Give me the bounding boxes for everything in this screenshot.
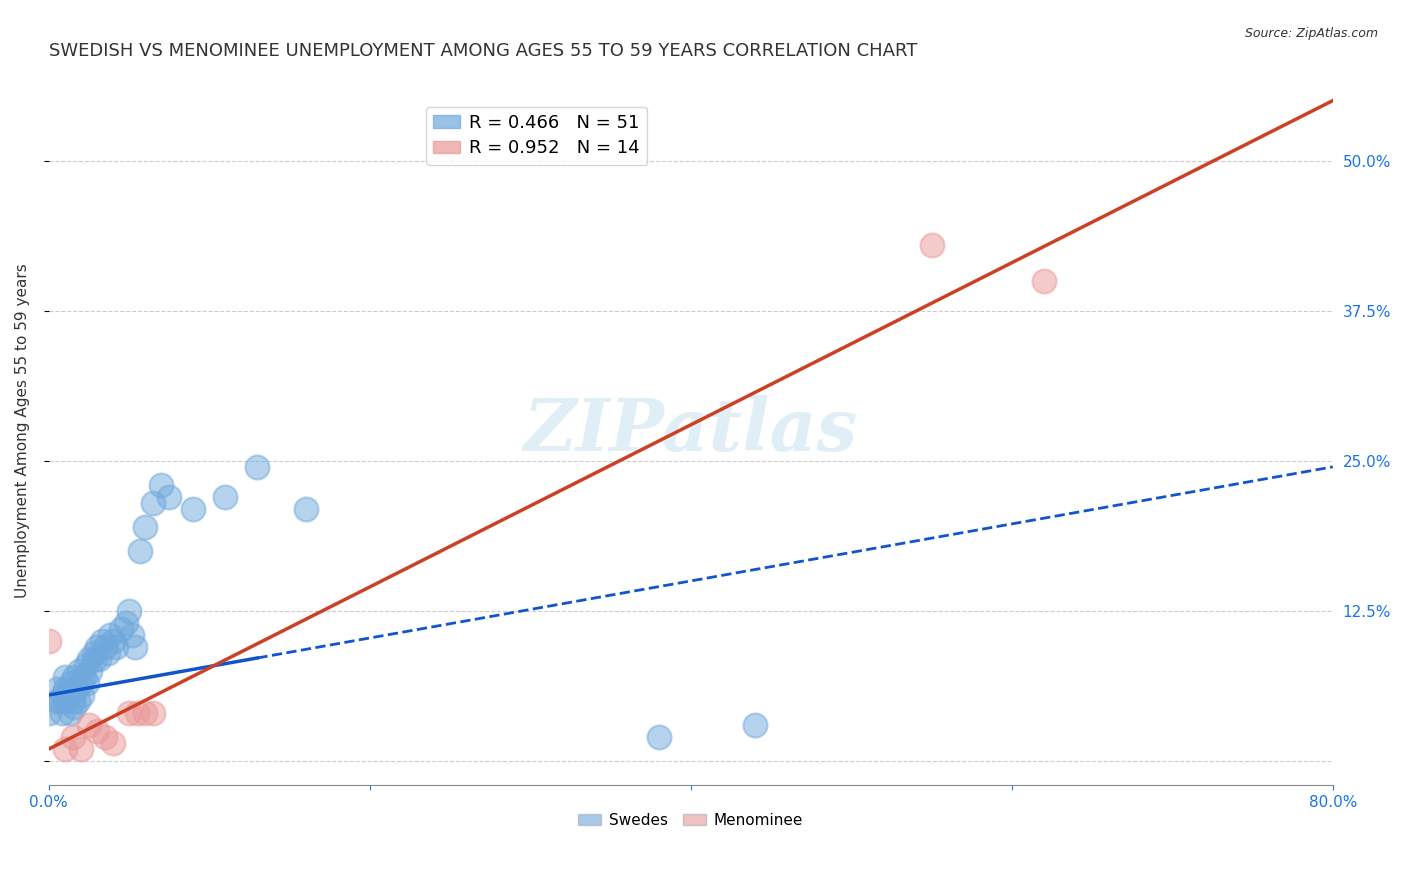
Point xyxy=(63,670,86,684)
Point xyxy=(76,676,98,690)
Point xyxy=(142,496,165,510)
Point xyxy=(294,502,316,516)
Point xyxy=(62,694,84,708)
Point xyxy=(62,730,84,744)
Point xyxy=(84,652,107,666)
Point xyxy=(105,640,128,654)
Point xyxy=(77,652,100,666)
Point xyxy=(38,706,60,720)
Point xyxy=(142,706,165,720)
Point xyxy=(51,706,73,720)
Text: ZIPatlas: ZIPatlas xyxy=(523,395,858,467)
Point xyxy=(59,706,82,720)
Point xyxy=(121,628,143,642)
Point xyxy=(65,681,87,696)
Point xyxy=(114,615,136,630)
Point xyxy=(90,634,112,648)
Point xyxy=(72,688,94,702)
Point xyxy=(134,706,156,720)
Point xyxy=(97,646,120,660)
Point xyxy=(129,544,152,558)
Point xyxy=(52,688,75,702)
Point xyxy=(55,694,77,708)
Point xyxy=(98,628,121,642)
Text: SWEDISH VS MENOMINEE UNEMPLOYMENT AMONG AGES 55 TO 59 YEARS CORRELATION CHART: SWEDISH VS MENOMINEE UNEMPLOYMENT AMONG … xyxy=(49,42,917,60)
Point xyxy=(87,652,110,666)
Y-axis label: Unemployment Among Ages 55 to 59 years: Unemployment Among Ages 55 to 59 years xyxy=(15,263,30,599)
Point xyxy=(63,700,86,714)
Point xyxy=(125,706,148,720)
Point xyxy=(921,237,943,252)
Point xyxy=(86,640,108,654)
Legend: Swedes, Menominee: Swedes, Menominee xyxy=(572,807,810,834)
Point xyxy=(110,622,132,636)
Point xyxy=(101,634,124,648)
Point xyxy=(647,730,669,744)
Point xyxy=(45,681,67,696)
Point xyxy=(53,670,76,684)
Point xyxy=(53,681,76,696)
Point xyxy=(75,658,97,673)
Point xyxy=(157,490,180,504)
Point xyxy=(77,718,100,732)
Point xyxy=(214,490,236,504)
Point xyxy=(150,478,173,492)
Text: Source: ZipAtlas.com: Source: ZipAtlas.com xyxy=(1244,27,1378,40)
Point xyxy=(53,742,76,756)
Point xyxy=(124,640,146,654)
Point xyxy=(79,664,101,678)
Point xyxy=(118,706,141,720)
Point xyxy=(66,694,89,708)
Point xyxy=(73,670,96,684)
Point xyxy=(49,694,72,708)
Point xyxy=(86,724,108,739)
Point xyxy=(60,676,83,690)
Point xyxy=(181,502,204,516)
Point xyxy=(83,646,105,660)
Point xyxy=(118,604,141,618)
Point xyxy=(45,694,67,708)
Point xyxy=(246,459,269,474)
Point xyxy=(744,718,766,732)
Point xyxy=(94,730,117,744)
Point xyxy=(38,634,60,648)
Point xyxy=(70,742,93,756)
Point xyxy=(101,736,124,750)
Point xyxy=(1032,274,1054,288)
Point xyxy=(94,640,117,654)
Point xyxy=(134,520,156,534)
Point xyxy=(70,676,93,690)
Point xyxy=(67,664,90,678)
Point xyxy=(56,688,79,702)
